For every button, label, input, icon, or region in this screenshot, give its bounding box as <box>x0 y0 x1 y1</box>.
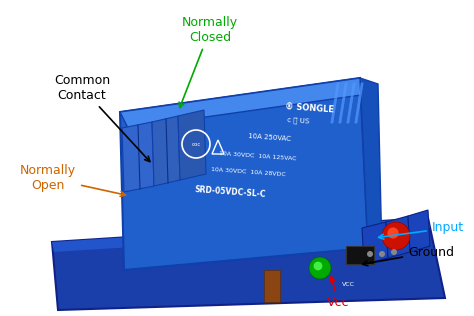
FancyBboxPatch shape <box>346 246 374 264</box>
Polygon shape <box>360 78 382 256</box>
Text: Vcc: Vcc <box>327 276 349 308</box>
Polygon shape <box>178 110 206 180</box>
Text: Normally
Closed: Normally Closed <box>179 16 238 108</box>
Polygon shape <box>122 122 154 192</box>
Circle shape <box>309 257 331 279</box>
Polygon shape <box>408 210 430 252</box>
Text: VCC: VCC <box>341 282 355 287</box>
Text: 10A 250VAC: 10A 250VAC <box>248 134 292 143</box>
FancyBboxPatch shape <box>264 270 280 302</box>
Polygon shape <box>120 78 368 128</box>
Text: 10A 30VDC  10A 28VDC: 10A 30VDC 10A 28VDC <box>210 167 285 177</box>
Circle shape <box>391 249 397 255</box>
Text: Normally
Open: Normally Open <box>20 164 126 196</box>
Polygon shape <box>52 218 445 310</box>
Circle shape <box>382 222 410 250</box>
Circle shape <box>379 251 385 257</box>
Circle shape <box>387 228 399 239</box>
Polygon shape <box>386 216 410 258</box>
Text: SRD-05VDC-SL-C: SRD-05VDC-SL-C <box>194 185 266 199</box>
Text: Common
Contact: Common Contact <box>54 74 150 161</box>
Polygon shape <box>120 78 368 270</box>
Text: 10A 30VDC  10A 125VAC: 10A 30VDC 10A 125VAC <box>219 151 297 161</box>
Text: c Ⓛ US: c Ⓛ US <box>287 116 309 124</box>
Text: Input: Input <box>379 222 464 239</box>
Text: Ground: Ground <box>363 246 454 266</box>
Text: ® SONGLE: ® SONGLE <box>285 102 335 114</box>
Polygon shape <box>52 218 430 252</box>
Circle shape <box>367 251 373 257</box>
Polygon shape <box>362 222 388 264</box>
Circle shape <box>314 262 322 270</box>
Text: coc: coc <box>191 142 201 147</box>
Polygon shape <box>152 116 180 186</box>
